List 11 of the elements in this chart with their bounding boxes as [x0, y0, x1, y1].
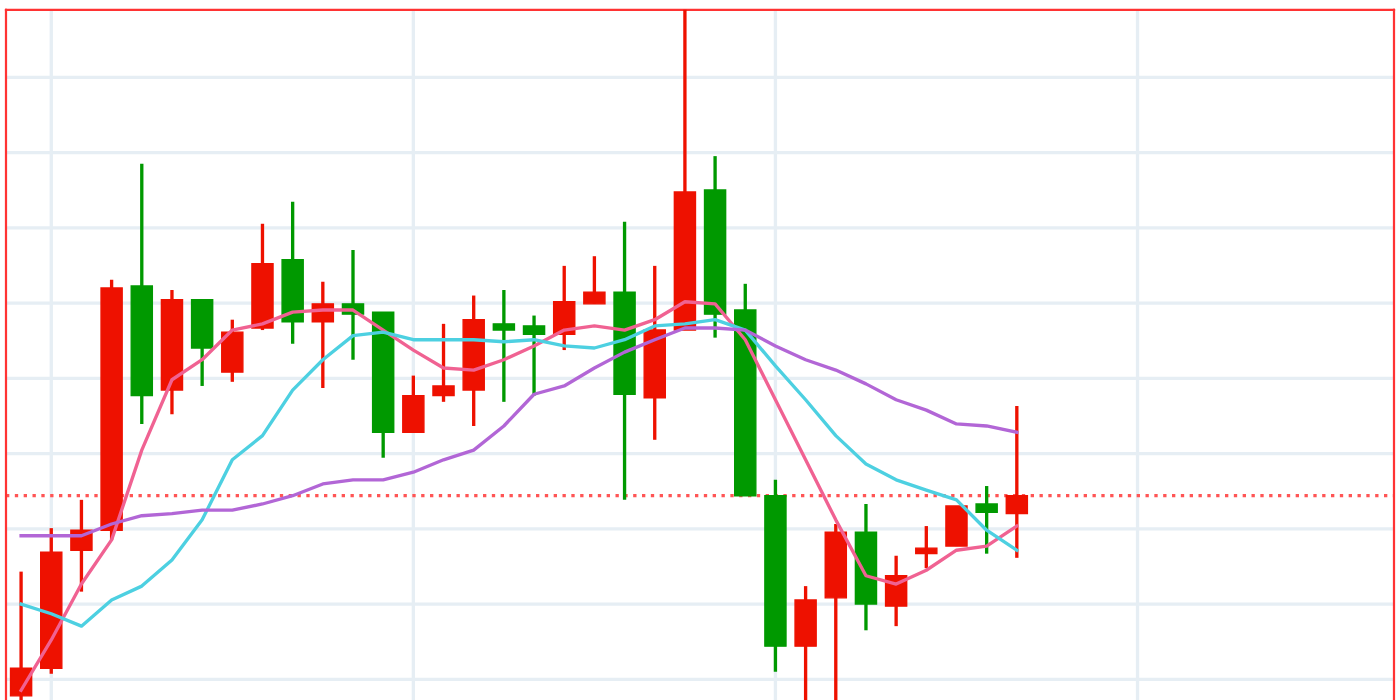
- candlestick: [915, 524, 938, 570]
- candlestick: [432, 322, 455, 404]
- candlestick: [492, 288, 516, 404]
- candlestick: [221, 318, 244, 384]
- candlestick: [402, 373, 425, 434]
- candlestick: [945, 505, 968, 547]
- candlestick: [522, 313, 546, 398]
- candlestick: [794, 584, 817, 700]
- candlestick: [975, 484, 998, 556]
- candlestick: [1005, 404, 1029, 560]
- candlestick: [583, 254, 606, 306]
